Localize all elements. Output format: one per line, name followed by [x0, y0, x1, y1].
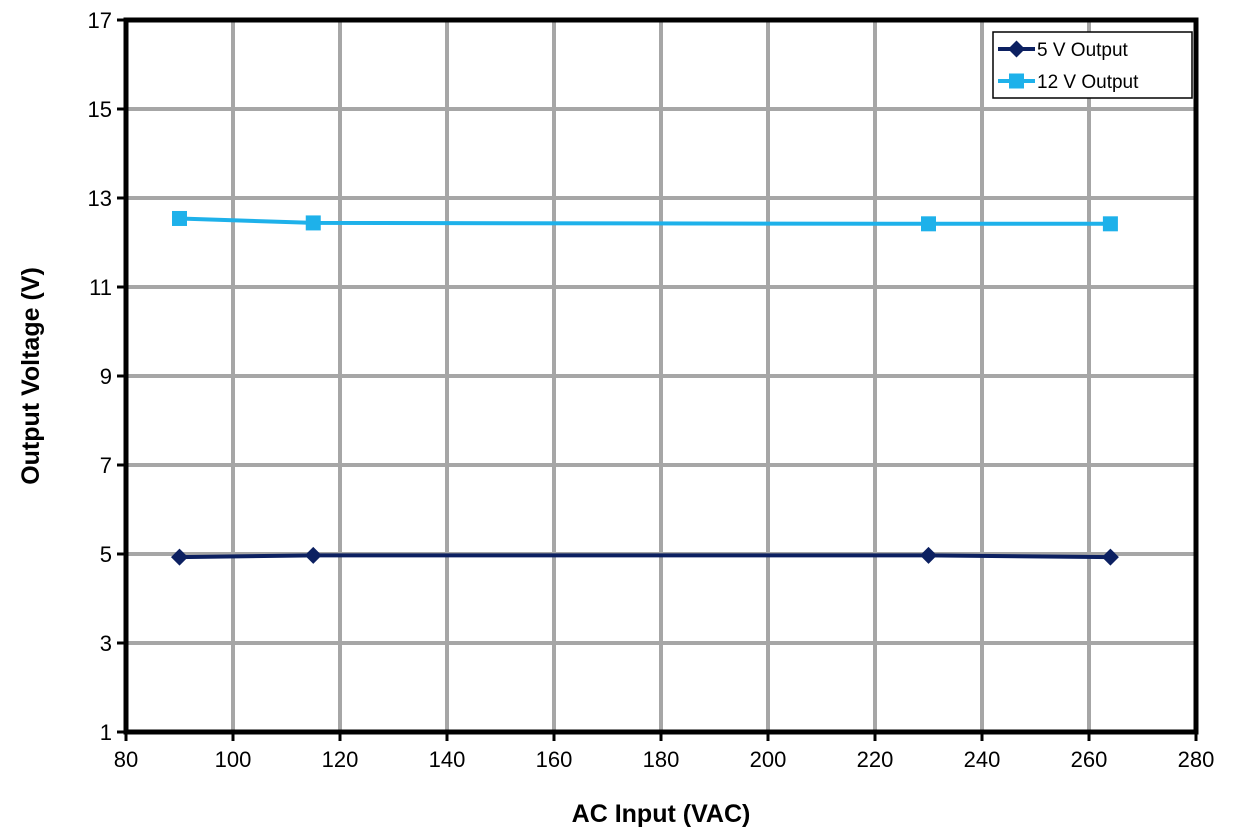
y-tick-label: 11	[89, 275, 112, 300]
x-axis-title: AC Input (VAC)	[572, 800, 751, 828]
y-tick-label: 13	[88, 186, 112, 211]
grid	[126, 20, 1196, 732]
series-1	[171, 546, 1119, 566]
y-tick-label: 9	[100, 364, 112, 389]
series-layer	[171, 210, 1119, 566]
data-point	[305, 215, 321, 231]
legend-marker	[1009, 73, 1024, 89]
data-point	[1102, 216, 1118, 232]
x-tick-label: 220	[857, 747, 894, 772]
y-tick-label: 7	[100, 453, 112, 478]
x-tick-label: 80	[114, 747, 138, 772]
legend: 5 V Output 12 V Output	[992, 31, 1193, 99]
y-tick-label: 15	[88, 97, 112, 122]
legend-item: 5 V Output	[998, 40, 1129, 61]
x-tick-label: 120	[322, 747, 359, 772]
series-line	[179, 553, 1111, 560]
legend-marker	[1008, 40, 1025, 58]
x-tick-label: 140	[429, 747, 466, 772]
data-point	[1101, 548, 1119, 566]
x-tick-label: 200	[750, 747, 787, 772]
x-tick-label: 180	[643, 747, 680, 772]
legend-label: 12 V Output	[1037, 72, 1139, 93]
x-tick-label: 280	[1178, 747, 1215, 772]
tick-labels: 80 100 120 140 160 180 200 220 240 260 28013579111…	[88, 8, 1215, 772]
x-tick-label: 100	[215, 747, 252, 772]
legend-item: 12 V Output	[998, 72, 1139, 93]
y-tick-label: 17	[88, 8, 112, 33]
legend-box	[992, 31, 1193, 99]
legend-label: 5 V Output	[1037, 40, 1129, 61]
series-line	[179, 216, 1111, 226]
series-2	[172, 210, 1118, 232]
data-point	[920, 546, 937, 564]
data-point	[921, 216, 936, 232]
y-axis-title: Output Voltage (V)	[17, 267, 45, 485]
data-point	[172, 210, 187, 226]
x-tick-label: 160	[536, 747, 573, 772]
y-tick-label: 1	[100, 720, 112, 745]
data-point	[304, 546, 322, 564]
x-tick-label: 240	[964, 747, 1001, 772]
data-point	[171, 548, 188, 566]
x-tick-label: 260	[1071, 747, 1108, 772]
y-tick-label: 3	[100, 631, 112, 656]
y-tick-label: 5	[100, 542, 112, 567]
